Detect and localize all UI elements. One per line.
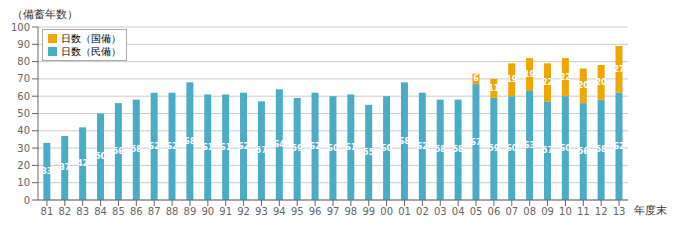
svg-text:02: 02: [416, 206, 429, 217]
svg-text:58: 58: [435, 145, 447, 154]
svg-text:20: 20: [578, 81, 590, 90]
svg-text:61: 61: [345, 143, 357, 152]
svg-text:59: 59: [488, 144, 500, 153]
svg-text:37: 37: [59, 163, 70, 172]
svg-text:22: 22: [542, 78, 553, 87]
html-text:日数（国備）: 日数（国備）: [61, 33, 121, 44]
svg-text:62: 62: [613, 142, 624, 151]
svg-text:58: 58: [131, 145, 143, 154]
svg-text:20: 20: [17, 160, 30, 171]
svg-text:85: 85: [112, 206, 125, 217]
svg-text:33: 33: [41, 167, 52, 176]
svg-text:59: 59: [292, 144, 304, 153]
svg-text:58: 58: [596, 145, 608, 154]
svg-text:00: 00: [380, 206, 393, 217]
svg-text:63: 63: [524, 141, 535, 150]
svg-text:20: 20: [596, 78, 608, 87]
svg-text:68: 68: [184, 137, 196, 146]
svg-text:04: 04: [452, 206, 465, 217]
svg-text:42: 42: [77, 159, 88, 168]
svg-text:08: 08: [523, 206, 536, 217]
svg-text:99: 99: [362, 206, 375, 217]
svg-text:55: 55: [363, 148, 375, 157]
svg-text:09: 09: [541, 206, 554, 217]
svg-text:81: 81: [41, 206, 54, 217]
svg-text:60: 60: [327, 144, 339, 153]
svg-text:11: 11: [577, 206, 590, 217]
svg-text:57: 57: [256, 146, 267, 155]
svg-text:03: 03: [434, 206, 447, 217]
svg-text:68: 68: [399, 137, 411, 146]
svg-text:93: 93: [255, 206, 268, 217]
svg-text:05: 05: [470, 206, 483, 217]
svg-text:50: 50: [17, 108, 30, 119]
svg-text:88: 88: [166, 206, 179, 217]
svg-text:62: 62: [166, 142, 177, 151]
svg-text:56: 56: [578, 147, 590, 156]
svg-text:60: 60: [17, 91, 30, 102]
svg-text:11: 11: [488, 84, 500, 93]
svg-text:60: 60: [381, 144, 393, 153]
svg-text:06: 06: [488, 206, 501, 217]
svg-text:62: 62: [417, 142, 428, 151]
svg-text:70: 70: [17, 73, 30, 84]
svg-text:22: 22: [560, 73, 571, 82]
svg-text:58: 58: [453, 145, 465, 154]
svg-text:94: 94: [273, 206, 286, 217]
svg-text:60: 60: [560, 144, 572, 153]
svg-text:90: 90: [17, 39, 30, 50]
html-text:日数（民備）: 日数（民備）: [61, 46, 121, 57]
svg-text:62: 62: [309, 142, 320, 151]
svg-text:13: 13: [613, 206, 626, 217]
svg-text:90: 90: [201, 206, 214, 217]
svg-text:67: 67: [470, 138, 481, 147]
svg-text:12: 12: [595, 206, 608, 217]
svg-text:50: 50: [95, 152, 107, 161]
svg-text:100: 100: [11, 22, 30, 33]
svg-text:61: 61: [220, 143, 232, 152]
svg-text:95: 95: [291, 206, 304, 217]
svg-text:84: 84: [94, 206, 107, 217]
svg-text:89: 89: [184, 206, 197, 217]
svg-text:57: 57: [542, 146, 553, 155]
svg-text:82: 82: [58, 206, 71, 217]
svg-text:01: 01: [398, 206, 411, 217]
svg-text:97: 97: [327, 206, 340, 217]
svg-text:56: 56: [113, 147, 125, 156]
svg-text:62: 62: [238, 142, 249, 151]
svg-text:40: 40: [17, 125, 30, 136]
svg-text:6: 6: [473, 74, 479, 83]
svg-text:年度末: 年度末: [634, 204, 667, 217]
svg-text:62: 62: [149, 142, 160, 151]
svg-text:27: 27: [613, 65, 624, 74]
svg-text:10: 10: [17, 177, 30, 188]
svg-text:10: 10: [559, 206, 572, 217]
svg-text:98: 98: [345, 206, 358, 217]
svg-text:0: 0: [24, 195, 30, 206]
svg-text:07: 07: [505, 206, 518, 217]
svg-text:19: 19: [506, 75, 518, 84]
svg-text:64: 64: [274, 140, 286, 149]
svg-text:86: 86: [130, 206, 143, 217]
svg-text:60: 60: [506, 144, 518, 153]
svg-text:92: 92: [237, 206, 250, 217]
svg-text:19: 19: [524, 70, 536, 79]
svg-text:30: 30: [17, 143, 30, 154]
svg-text:87: 87: [148, 206, 161, 217]
html-text:（備蓄年数）: （備蓄年数）: [12, 8, 78, 21]
svg-text:61: 61: [202, 143, 214, 152]
svg-text:80: 80: [17, 56, 30, 67]
svg-text:83: 83: [76, 206, 89, 217]
svg-text:96: 96: [309, 206, 322, 217]
svg-text:91: 91: [219, 206, 232, 217]
